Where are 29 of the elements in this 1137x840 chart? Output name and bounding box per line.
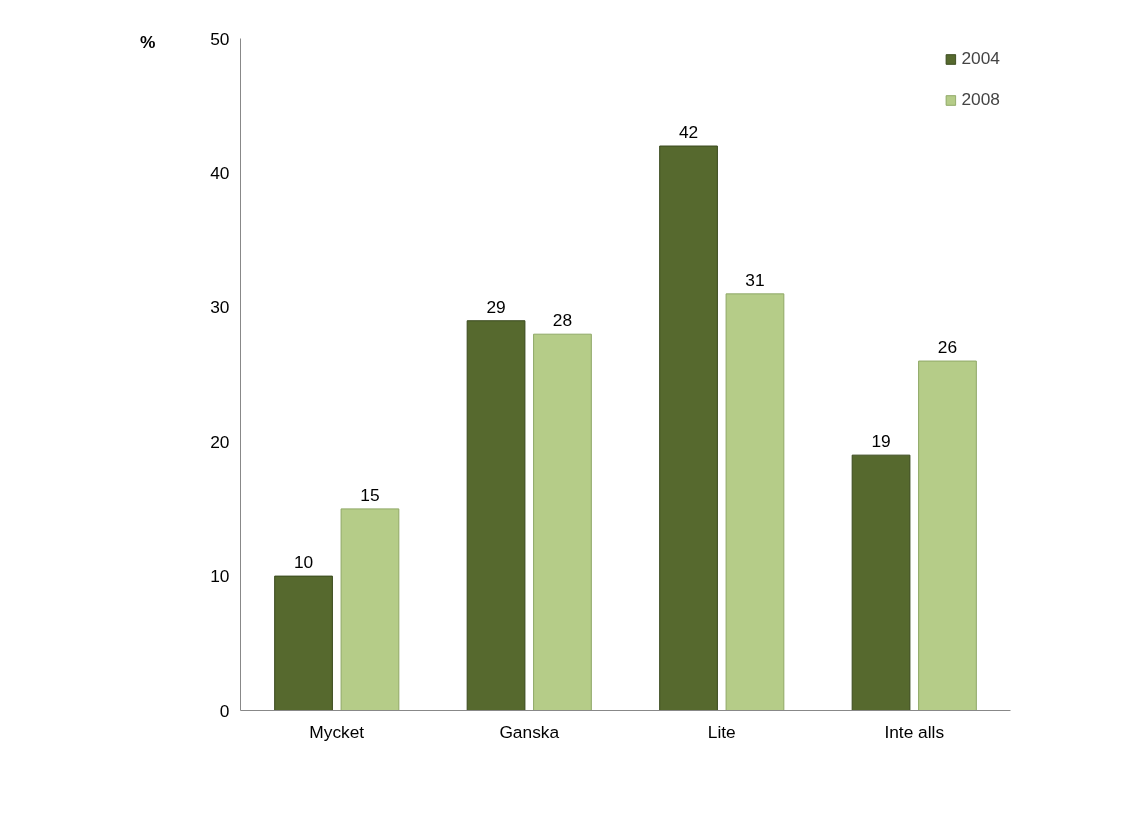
data-label: 19 — [871, 431, 891, 452]
y-tick-label: 40 — [210, 162, 230, 183]
y-tick-label: 50 — [210, 28, 230, 49]
data-label: 42 — [678, 122, 699, 143]
data-label: 15 — [360, 484, 380, 505]
y-tick-label: 20 — [210, 431, 230, 452]
bar — [725, 293, 785, 711]
bar — [274, 575, 333, 711]
y-tick-label: 0 — [219, 700, 230, 721]
data-label: 10 — [293, 552, 314, 573]
x-tick-label: Ganska — [499, 721, 560, 742]
x-tick-label: Lite — [707, 721, 736, 742]
bar — [659, 145, 718, 711]
data-label: 31 — [745, 269, 765, 290]
bar — [340, 508, 400, 711]
bar — [918, 360, 977, 711]
legend-label: 2004 — [961, 48, 1000, 69]
x-tick-label: Inte alls — [884, 721, 945, 742]
legend-label: 2008 — [961, 89, 1000, 110]
bar — [466, 320, 526, 711]
data-label: 28 — [552, 310, 573, 331]
y-axis-title: % — [140, 31, 156, 54]
data-label: 26 — [937, 337, 958, 358]
y-tick-label: 30 — [210, 297, 230, 318]
bar — [533, 333, 592, 711]
x-tick-label: Mycket — [309, 721, 365, 742]
data-label: 29 — [486, 296, 506, 317]
y-tick-label: 10 — [210, 566, 230, 587]
bar — [851, 454, 911, 711]
